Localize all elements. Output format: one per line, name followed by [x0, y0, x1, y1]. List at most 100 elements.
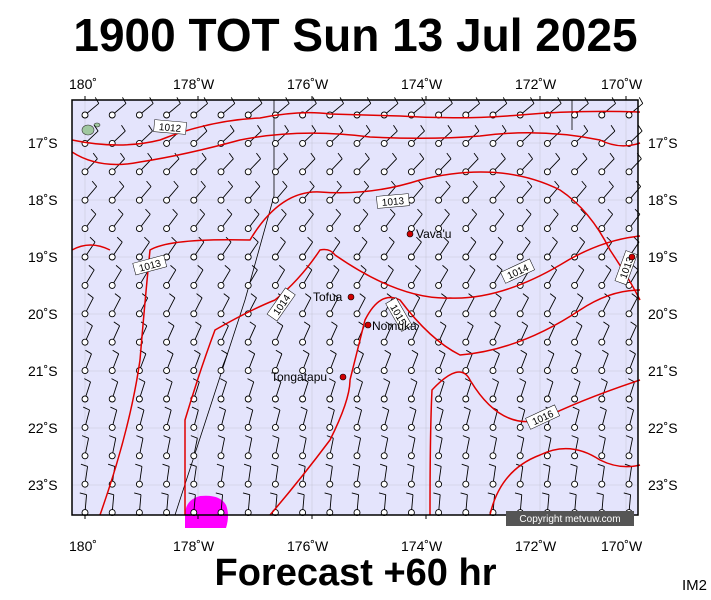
wind-barb [543, 293, 557, 318]
lat-label-left-22s: 22˚S [28, 420, 58, 436]
wind-barb [298, 463, 307, 488]
isobar-label-1013a: 1013 [376, 193, 410, 209]
wind-barb [353, 124, 371, 147]
wind-barb [625, 180, 642, 204]
wind-barb [163, 378, 173, 403]
wind-barb [326, 321, 338, 346]
lon-label-top-174w: 174˚W [401, 76, 443, 92]
lat-label-right-22s: 22˚S [648, 420, 678, 436]
wind-barb [407, 349, 419, 375]
wind-barb [326, 152, 343, 176]
lat-label-right-20s: 20˚S [648, 306, 678, 322]
wind-barb [598, 208, 614, 233]
wind-barb [326, 349, 337, 375]
wind-barb [81, 97, 100, 119]
svg-text:1013: 1013 [381, 196, 405, 209]
lat-label-left-21s: 21˚S [28, 363, 58, 379]
wind-barb [380, 435, 389, 460]
wind-barb [625, 152, 642, 176]
wind-barb [571, 97, 589, 119]
wind-barb [434, 463, 443, 488]
wind-barb [462, 236, 477, 261]
wind-barb [489, 349, 500, 375]
wind-barb [380, 321, 393, 346]
wind-barb [108, 321, 121, 346]
lat-label-left-17s: 17˚S [28, 135, 58, 151]
wind-barb [489, 180, 506, 204]
wind-barb [462, 180, 478, 204]
lat-label-right-21s: 21˚S [648, 363, 678, 379]
wind-barb [598, 349, 609, 375]
niue-dot [628, 253, 636, 261]
wind-barb [435, 124, 453, 147]
wind-barb [162, 463, 171, 488]
wind-barb [217, 152, 234, 176]
wind-barb [271, 463, 279, 488]
wind-barb [81, 208, 97, 233]
wind-barb [190, 349, 201, 375]
wind-barb [435, 208, 450, 233]
lon-label-bottom-178w: 178˚W [173, 538, 215, 554]
lon-label-top-178w: 178˚W [173, 76, 215, 92]
wind-barb [190, 152, 207, 176]
wind-barb [598, 265, 612, 289]
lon-label-top-170w: 170˚W [601, 76, 643, 92]
wind-barb [299, 406, 308, 431]
wind-barb [571, 152, 588, 176]
wind-barb [135, 406, 145, 431]
wind-barb [433, 492, 443, 517]
wind-barb [353, 378, 363, 403]
wind-barb [407, 378, 418, 403]
wind-barb [489, 435, 498, 460]
wind-barb [353, 406, 362, 431]
wind-barb [461, 463, 470, 488]
wind-barb [543, 378, 554, 403]
wind-barb [163, 321, 175, 346]
wind-barb [571, 180, 587, 204]
wind-barb [353, 180, 370, 204]
wind-barb [81, 265, 95, 289]
wind-barb [326, 208, 342, 233]
wind-barb [598, 152, 615, 176]
wind-barb [597, 463, 606, 488]
wind-barb [299, 435, 307, 460]
place-vavau: Vava'u [416, 227, 451, 241]
wind-barb [108, 349, 120, 375]
wind-barb [326, 293, 339, 318]
wind-barb [190, 180, 206, 204]
ticks [84, 96, 627, 519]
lat-label-left-19s: 19˚S [28, 249, 58, 265]
wind-barb [435, 321, 447, 346]
places: Vava'u Tofua Nomuka Tongatapu [271, 227, 636, 384]
wind-barb [353, 208, 369, 233]
isobar-label-1012: 1012 [153, 119, 187, 135]
wind-barb [353, 435, 362, 460]
wind-barb [299, 208, 314, 233]
wind-barb [108, 406, 118, 431]
wind-barb [435, 236, 450, 261]
wind-barb [217, 435, 226, 460]
wind-barb [326, 435, 334, 460]
wind-barb [326, 265, 340, 289]
wind-barb [489, 321, 501, 346]
wind-barb [163, 349, 174, 375]
wind-barb [108, 378, 119, 403]
wind-barb [571, 349, 582, 375]
wind-barb [407, 435, 416, 460]
wind-barb [543, 124, 561, 147]
wind-barb [516, 152, 533, 176]
wind-barb [407, 180, 424, 204]
wind-barb [353, 349, 364, 375]
wind-barb [163, 208, 178, 233]
vavau-dot [406, 230, 414, 238]
wind-barb [190, 293, 203, 318]
wind-barb [271, 180, 288, 204]
rain-area [185, 495, 228, 528]
wind-barb [326, 406, 335, 431]
place-tongatapu: Tongatapu [271, 370, 327, 384]
wind-barb [489, 378, 499, 403]
wind-barb [217, 349, 228, 375]
wind-barb [460, 492, 470, 517]
wind-barb [271, 349, 283, 375]
